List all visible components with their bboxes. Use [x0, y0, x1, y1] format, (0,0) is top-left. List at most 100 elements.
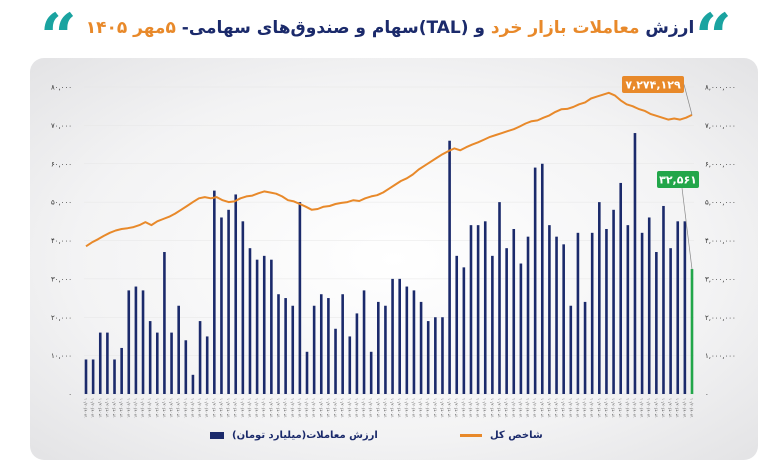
line-series: [85, 91, 693, 248]
x-axis-tick-label: ۱۴۰۴/۰۶/۰۱: [532, 398, 537, 418]
x-axis-tick-label: ۱۴۰۴/۰۶/۰۱: [311, 398, 316, 418]
bar: [512, 228, 516, 394]
x-axis-tick-label: ۱۴۰۴/۰۶/۰۱: [382, 398, 387, 418]
x-axis-tick-label: ۱۴۰۴/۰۶/۰۱: [140, 398, 145, 418]
x-axis-tick-label: ۱۴۰۴/۰۶/۰۱: [639, 398, 644, 418]
bar: [662, 205, 665, 394]
bar: [127, 290, 131, 394]
chart-header: ارزش معاملات بازار خرد و (TAL)سهام و صند…: [0, 0, 780, 56]
bar: [533, 167, 537, 394]
x-axis-tick-label: ۱۴۰۴/۰۶/۰۱: [325, 398, 330, 418]
x-axis-tick-label: ۱۴۰۴/۰۶/۰۱: [561, 398, 566, 418]
bar: [498, 202, 501, 394]
x-axis-tick-label: ۱۴۰۴/۰۶/۰۱: [169, 398, 174, 418]
index-callout-leader: [683, 84, 693, 115]
x-axis-tick-label: ۱۴۰۴/۰۶/۰۱: [625, 398, 630, 418]
x-axis-tick-label: ۱۴۰۴/۰۶/۰۱: [689, 398, 694, 418]
x-axis-tick-label: ۱۴۰۴/۰۶/۰۱: [539, 398, 544, 418]
title-date: ۵مهر ۱۴۰۵: [85, 18, 176, 38]
legend-bar-swatch: [210, 432, 224, 439]
left-axis-tick-label: ۷۰,۰۰۰: [51, 122, 72, 130]
bar: [441, 317, 444, 394]
x-axis-tick-label: ۱۴۰۴/۰۶/۰۱: [668, 398, 673, 418]
x-axis-tick-label: ۱۴۰۴/۰۶/۰۱: [618, 398, 623, 418]
bar: [348, 336, 352, 394]
index-callout-label: ۷,۲۷۴,۱۲۹: [625, 79, 681, 92]
bar: [448, 140, 451, 394]
bar: [213, 190, 216, 394]
bar: [377, 301, 380, 394]
x-axis-tick-label: ۱۴۰۴/۰۶/۰۱: [432, 398, 437, 418]
bar: [134, 286, 138, 394]
x-axis-tick-label: ۱۴۰۴/۰۶/۰۱: [497, 398, 502, 418]
bar: [341, 294, 344, 394]
bar: [155, 332, 159, 394]
legend-bar: ارزش معاملات(میلیارد تومان): [210, 430, 378, 441]
legend-line-label: شاخص کل: [490, 430, 543, 441]
bar: [626, 225, 630, 394]
bar: [476, 225, 480, 394]
bar: [612, 209, 615, 394]
index-callout: [622, 76, 684, 93]
bar: [113, 359, 116, 394]
x-axis-tick-label: ۱۴۰۴/۰۶/۰۱: [290, 398, 295, 418]
bar: [434, 317, 437, 394]
x-axis-tick-label: ۱۴۰۴/۰۶/۰۱: [596, 398, 601, 418]
bar-callout-label: ۳۲,۵۶۱: [659, 174, 697, 187]
bar: [683, 221, 687, 394]
x-axis-tick-label: ۱۴۰۴/۰۶/۰۱: [361, 398, 366, 418]
x-axis-tick-label: ۱۴۰۴/۰۶/۰۱: [261, 398, 266, 418]
right-axis-tick-label: ۳,۰۰۰,۰۰۰: [705, 275, 736, 283]
x-axis-tick-label: ۱۴۰۴/۰۶/۰۱: [283, 398, 288, 418]
bar: [291, 305, 295, 394]
bar: [690, 269, 694, 394]
right-axis-ticks: ۰ ۱,۰۰۰,۰۰۰ ۲,۰۰۰,۰۰۰ ۳,۰۰۰,۰۰۰ ۴,۰۰۰,۰۰۰ ۵,۰…: [705, 84, 736, 399]
bar: [519, 263, 523, 394]
x-axis-tick-label: ۱۴۰۴/۰۶/۰۱: [90, 398, 95, 418]
x-axis-tick-label: ۱۴۰۴/۰۶/۰۱: [211, 398, 216, 418]
left-axis-tick-label: ۳۰,۰۰۰: [51, 275, 72, 283]
x-axis-tick-label: ۱۴۰۴/۰۶/۰۱: [126, 398, 131, 418]
annotations: ۷,۲۷۴,۱۲۹ ۳۲,۵۶۱: [622, 76, 699, 270]
bar-series: [84, 133, 694, 395]
x-axis-tick-label: ۱۴۰۴/۰۶/۰۱: [147, 398, 152, 418]
gridlines: [84, 86, 694, 395]
bar: [177, 305, 180, 394]
x-axis-tick-label: ۱۴۰۴/۰۶/۰۱: [390, 398, 395, 418]
x-axis-tick-label: ۱۴۰۴/۰۶/۰۱: [418, 398, 423, 418]
bar: [227, 209, 230, 394]
bar-callout-leader: [681, 187, 693, 270]
x-axis-tick-label: ۱۴۰۴/۰۶/۰۱: [525, 398, 530, 418]
bar: [327, 298, 330, 394]
bar: [384, 305, 387, 394]
x-axis-tick-label: ۱۴۰۴/۰۶/۰۱: [133, 398, 138, 418]
left-axis-tick-label: ۴۰,۰۰۰: [51, 237, 72, 245]
bar: [555, 236, 558, 394]
bar: [491, 255, 494, 394]
x-axis-tick-label: ۱۴۰۴/۰۶/۰۱: [119, 398, 124, 418]
right-axis-tick-label: ۸,۰۰۰,۰۰۰: [705, 84, 736, 92]
bar: [576, 232, 580, 394]
x-axis-tick-label: ۱۴۰۴/۰۶/۰۱: [489, 398, 494, 418]
x-axis-tick-label: ۱۴۰۴/۰۶/۰۱: [275, 398, 280, 418]
x-axis-tick-label: ۱۴۰۴/۰۶/۰۱: [297, 398, 302, 418]
right-axis-tick-label: ۱,۰۰۰,۰۰۰: [705, 352, 736, 360]
x-axis-tick-label: ۱۴۰۴/۰۶/۰۱: [254, 398, 259, 418]
x-axis-tick-label: ۱۴۰۴/۰۶/۰۱: [161, 398, 166, 418]
title-part-1: ارزش: [639, 18, 695, 38]
bar: [362, 290, 366, 394]
x-axis-tick-label: ۱۴۰۴/۰۶/۰۱: [675, 398, 680, 418]
bar: [483, 221, 487, 394]
x-axis-tick-label: ۱۴۰۴/۰۶/۰۱: [554, 398, 559, 418]
bar: [633, 133, 637, 395]
x-axis-tick-label: ۱۴۰۴/۰۶/۰۱: [247, 398, 252, 418]
bar: [91, 359, 95, 394]
legend-bar-label: ارزش معاملات(میلیارد تومان): [232, 430, 378, 441]
bar: [148, 321, 152, 394]
right-axis-tick-label: ۲,۰۰۰,۰۰۰: [705, 314, 736, 322]
bar: [676, 221, 680, 394]
x-axis-tick-label: ۱۴۰۴/۰۶/۰۱: [183, 398, 188, 418]
bar: [298, 202, 302, 394]
x-axis-tick-label: ۱۴۰۴/۰۶/۰۱: [375, 398, 380, 418]
left-axis-tick-label: ۵۰,۰۰۰: [51, 199, 72, 207]
